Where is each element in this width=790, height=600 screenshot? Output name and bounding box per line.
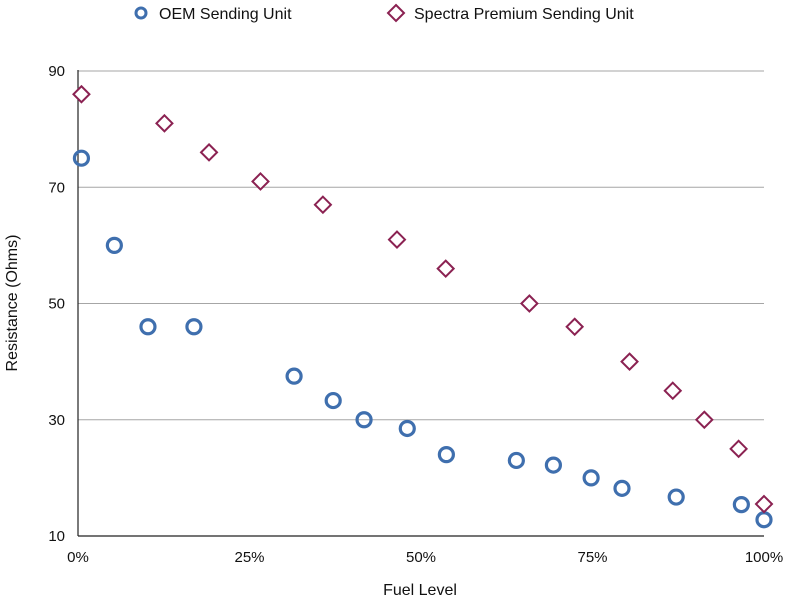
spectra-point bbox=[663, 381, 683, 401]
tick-labels: 10 30 50 70 90 0% 25% 50% 75% 100% bbox=[48, 63, 783, 566]
oem-point bbox=[355, 411, 373, 429]
y-tick-label: 50 bbox=[48, 296, 65, 313]
oem-point bbox=[667, 488, 685, 506]
oem-point bbox=[285, 367, 303, 385]
x-tick-label: 100% bbox=[745, 549, 783, 566]
spectra-point bbox=[155, 113, 174, 133]
oem-point bbox=[105, 236, 123, 254]
spectra-point bbox=[694, 410, 714, 430]
oem-point bbox=[732, 496, 750, 514]
legend: OEM Sending Unit Spectra Premium Sending… bbox=[134, 3, 634, 23]
legend-label-oem: OEM Sending Unit bbox=[159, 6, 292, 23]
legend-item-spectra: Spectra Premium Sending Unit bbox=[386, 3, 634, 23]
spectra-point bbox=[754, 494, 774, 514]
series-spectra bbox=[72, 84, 774, 514]
oem-point bbox=[755, 511, 773, 529]
grid-lines bbox=[78, 70, 764, 421]
spectra-point bbox=[199, 142, 219, 162]
oem-point bbox=[544, 456, 562, 474]
legend-label-spectra: Spectra Premium Sending Unit bbox=[414, 6, 634, 23]
spectra-point bbox=[313, 195, 333, 215]
x-axis-title: Fuel Level bbox=[383, 582, 457, 599]
x-tick-label: 75% bbox=[577, 549, 607, 566]
legend-item-oem: OEM Sending Unit bbox=[134, 6, 292, 23]
spectra-point bbox=[72, 84, 91, 104]
spectra-point bbox=[565, 317, 585, 337]
oem-point bbox=[582, 469, 600, 487]
oem-point bbox=[613, 479, 631, 497]
oem-point bbox=[72, 149, 91, 167]
spectra-point bbox=[436, 259, 456, 279]
oem-point bbox=[139, 318, 157, 336]
x-tick-label: 50% bbox=[406, 549, 436, 566]
y-tick-label: 30 bbox=[48, 412, 65, 429]
spectra-point bbox=[387, 230, 407, 249]
spectra-point bbox=[620, 352, 639, 372]
series-oem bbox=[72, 149, 773, 529]
oem-point bbox=[324, 391, 342, 410]
axes bbox=[77, 70, 764, 537]
legend-marker-spectra bbox=[386, 3, 406, 23]
spectra-point bbox=[519, 294, 539, 313]
y-tick-label: 10 bbox=[48, 528, 65, 545]
data-series bbox=[72, 84, 774, 529]
spectra-point bbox=[251, 172, 270, 191]
spectra-point bbox=[729, 439, 749, 459]
x-tick-label: 0% bbox=[67, 549, 89, 566]
oem-point bbox=[437, 446, 455, 464]
oem-point bbox=[185, 318, 203, 336]
oem-point bbox=[398, 419, 416, 438]
y-tick-label: 70 bbox=[48, 179, 65, 196]
x-tick-label: 25% bbox=[234, 549, 264, 566]
legend-marker-oem bbox=[134, 6, 148, 20]
y-axis-title: Resistance (Ohms) bbox=[4, 235, 21, 372]
oem-point bbox=[507, 451, 525, 470]
y-tick-label: 90 bbox=[48, 63, 65, 80]
